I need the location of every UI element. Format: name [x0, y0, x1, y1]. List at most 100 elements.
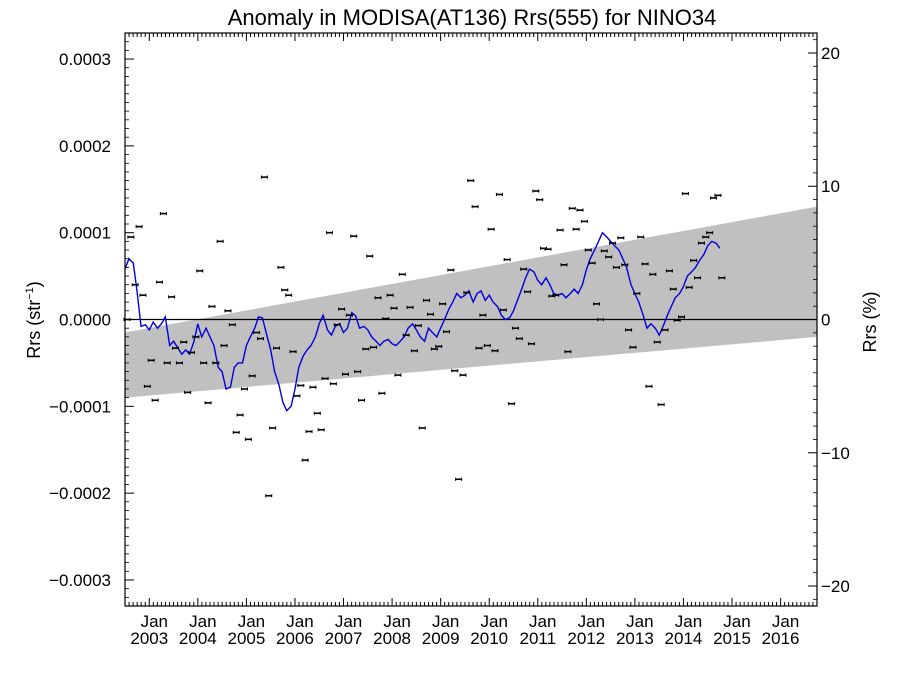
data-point: [196, 269, 204, 273]
data-point: [293, 394, 301, 398]
data-point: [463, 290, 471, 295]
x-tick-year-label: 2010: [470, 629, 508, 648]
data-point: [232, 430, 240, 434]
data-point: [653, 340, 661, 344]
data-point: [139, 293, 147, 297]
data-point: [645, 384, 653, 388]
data-point: [370, 345, 378, 349]
data-point: [338, 307, 346, 311]
y-axis-right: 20 10 0 −10 −20: [808, 39, 850, 600]
x-tick-month-label: Jan: [529, 612, 556, 631]
data-point: [471, 205, 479, 209]
data-point: [690, 258, 698, 263]
data-point: [479, 313, 487, 317]
y-right-tick-label: 20: [821, 44, 840, 63]
data-point: [240, 387, 248, 391]
data-point: [289, 350, 297, 354]
y-right-tick-label: −10: [821, 444, 850, 463]
data-point: [204, 401, 212, 405]
data-point: [483, 343, 491, 348]
y-axis-left: 0.0003 0.0002 0.0001 0.0000 −0.0001 −0.0002 −0…: [49, 32, 134, 607]
data-point: [702, 235, 710, 239]
data-point: [378, 391, 386, 395]
data-point: [236, 413, 244, 417]
data-point: [406, 305, 414, 309]
data-point: [511, 326, 519, 330]
data-point: [617, 236, 625, 240]
data-point: [588, 261, 596, 265]
x-tick-year-label: 2003: [130, 629, 168, 648]
data-point: [188, 350, 196, 355]
data-point: [398, 272, 406, 276]
data-point: [564, 350, 572, 354]
data-point: [495, 192, 503, 197]
data-point: [718, 276, 726, 280]
uncertainty-band: [125, 206, 817, 398]
data-point: [260, 175, 268, 179]
data-point: [269, 426, 277, 430]
data-point: [621, 263, 629, 267]
data-point: [301, 458, 309, 462]
x-tick-month-label: Jan: [675, 612, 702, 631]
data-point: [317, 428, 325, 432]
data-point: [584, 248, 592, 252]
data-point: [508, 402, 516, 406]
data-point: [163, 361, 171, 365]
data-point: [669, 287, 677, 291]
data-point: [714, 193, 722, 197]
y-right-tick-label: 0: [821, 311, 830, 330]
smoothed-line-layer: [124, 231, 721, 412]
data-point: [524, 290, 532, 294]
x-tick-month-label: Jan: [286, 612, 313, 631]
x-tick-year-label: 2004: [179, 629, 217, 648]
x-tick-year-label: 2006: [276, 629, 314, 648]
data-point: [568, 206, 576, 210]
data-point: [131, 283, 139, 287]
y-left-tick-label: −0.0001: [49, 397, 111, 416]
data-point: [681, 192, 689, 196]
data-point: [694, 276, 702, 280]
data-point: [685, 285, 693, 289]
data-point: [560, 263, 568, 267]
data-point: [491, 349, 499, 353]
data-point: [394, 373, 402, 377]
data-point: [451, 369, 459, 373]
data-point: [487, 227, 495, 231]
x-tick-year-label: 2014: [665, 629, 703, 648]
data-point: [430, 347, 438, 351]
data-point: [447, 268, 455, 272]
data-point: [673, 318, 681, 322]
y-axis-left-label-sup: −1: [24, 287, 36, 300]
x-tick-month-label: Jan: [626, 612, 653, 631]
data-point: [168, 295, 176, 299]
data-point: [175, 361, 183, 365]
data-point: [593, 302, 601, 306]
data-point: [265, 494, 273, 498]
y-left-tick-label: −0.0003: [49, 571, 111, 590]
data-point: [273, 346, 281, 350]
x-tick-month-label: Jan: [480, 612, 507, 631]
data-point: [159, 211, 167, 216]
data-point: [366, 254, 374, 258]
data-point: [216, 239, 224, 243]
data-point: [155, 280, 163, 284]
data-point: [200, 361, 208, 365]
data-point: [439, 302, 447, 306]
data-point: [605, 255, 613, 259]
data-point: [297, 383, 305, 388]
y-axis-left-label-main: Rrs (str: [24, 300, 44, 359]
data-point: [362, 347, 370, 351]
data-point: [697, 241, 705, 245]
data-point: [678, 315, 686, 319]
data-point: [665, 269, 673, 273]
x-tick-year-label: 2005: [227, 629, 265, 648]
uncertainty-band-layer: [125, 206, 817, 398]
data-point: [459, 373, 467, 377]
data-point: [625, 328, 633, 332]
data-point: [321, 376, 329, 381]
x-tick-year-label: 2016: [762, 629, 800, 648]
data-point: [633, 291, 641, 296]
x-tick-year-label: 2008: [373, 629, 411, 648]
x-tick-year-label: 2013: [616, 629, 654, 648]
